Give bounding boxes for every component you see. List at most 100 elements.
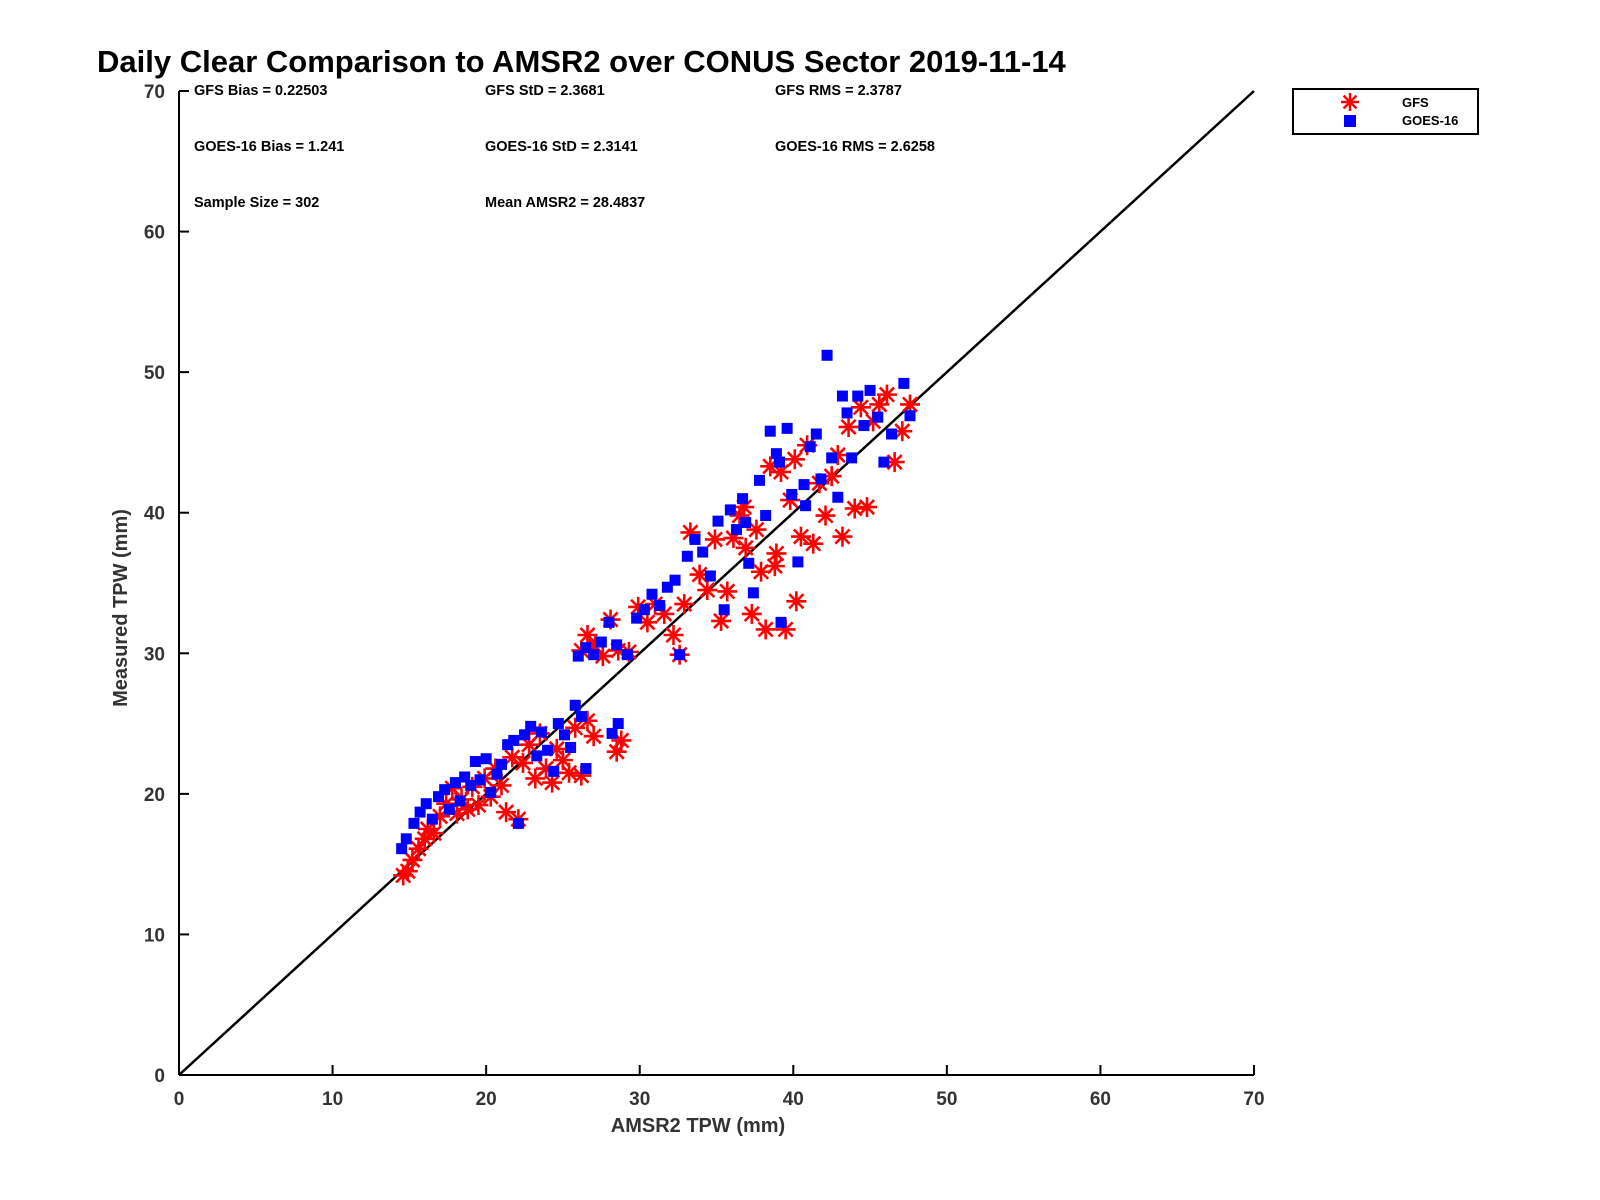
x-tick-label: 70	[1243, 1089, 1264, 1110]
legend-box	[1292, 88, 1479, 135]
y-tick-label: 10	[144, 925, 165, 946]
goes-16-point	[804, 441, 816, 453]
legend-goes-label: GOES-16	[1402, 113, 1458, 128]
goes-16-point	[426, 813, 438, 825]
goes-16-point	[469, 756, 481, 768]
goes-16-point	[491, 768, 503, 780]
goes-16-point	[606, 727, 618, 739]
gfs-point	[803, 533, 824, 554]
goes-16-point	[764, 425, 776, 437]
gfs-point	[876, 384, 897, 405]
goes-16-point	[836, 390, 848, 402]
goes-16-point	[852, 390, 864, 402]
goes-16-point	[841, 407, 853, 419]
goes-16-point	[654, 599, 666, 611]
gfs-point	[402, 849, 423, 870]
gfs-point	[408, 838, 429, 859]
goes-16-point	[773, 456, 785, 468]
goes-16-point	[786, 488, 798, 500]
y-tick-label: 70	[144, 82, 165, 103]
goes-16-point	[480, 753, 492, 765]
x-axis-ticks: 0 10 20 30 40 50 60 70	[174, 1065, 1265, 1110]
goes-16-point	[621, 649, 633, 661]
goes-16-point	[858, 420, 870, 432]
goes-16-point	[770, 448, 782, 460]
goes-16-point	[681, 550, 693, 562]
goes-16-point	[826, 452, 838, 464]
y-axis-label: Measured TPW (mm)	[110, 509, 132, 707]
goes-16-point	[433, 791, 445, 803]
goes-16-point	[612, 718, 624, 730]
goes-16-point	[519, 729, 531, 741]
goes-16-point	[525, 720, 537, 732]
gfs-std-text: GFS StD = 2.3681	[485, 83, 605, 99]
goes-rms-text: GOES-16 RMS = 2.6258	[775, 139, 935, 155]
x-tick-label: 0	[174, 1089, 185, 1110]
x-tick-label: 50	[936, 1089, 957, 1110]
goes-16-point	[661, 581, 673, 593]
goes-16-point	[408, 817, 420, 829]
goes-16-point	[798, 479, 810, 491]
goes-16-point	[674, 649, 686, 661]
sample-size-text: Sample Size = 302	[194, 195, 319, 211]
goes-16-point	[697, 546, 709, 558]
gfs-point	[857, 497, 877, 518]
goes-16-point	[754, 474, 765, 486]
gfs-point	[755, 619, 776, 640]
goes-16-point	[454, 795, 466, 807]
x-tick-label: 30	[629, 1089, 650, 1110]
goes-16-point	[439, 784, 451, 796]
goes-16-point	[724, 504, 736, 516]
legend-gfs-marker	[1341, 93, 1359, 111]
goes-16-point	[595, 636, 607, 648]
goes-16-point	[800, 500, 812, 512]
goes-16-point	[872, 411, 884, 423]
goes-16-point	[898, 377, 910, 389]
gfs-point	[697, 580, 718, 601]
x-tick-label: 10	[322, 1089, 343, 1110]
goes-16-point	[552, 718, 564, 730]
goes-16-point	[689, 533, 701, 545]
x-tick-label: 20	[476, 1089, 497, 1110]
gfs-point	[559, 762, 580, 783]
gfs-point	[784, 449, 805, 470]
goes-16-point	[864, 384, 876, 396]
gfs-point	[735, 537, 756, 558]
gfs-point	[850, 397, 871, 418]
goes-16-point	[449, 777, 461, 789]
goes-16-point	[465, 779, 477, 791]
goes-16-point	[646, 588, 658, 600]
gfs-point	[892, 421, 913, 442]
y-tick-label: 20	[144, 785, 165, 806]
y-tick-label: 50	[144, 363, 165, 384]
goes-16-point	[611, 639, 623, 651]
goes-16-point	[792, 556, 804, 568]
gfs-point	[689, 564, 710, 585]
gfs-point	[786, 591, 807, 612]
y-tick-label: 60	[144, 223, 165, 244]
goes-16-point	[740, 517, 752, 529]
goes-16-point	[531, 750, 543, 762]
gfs-point	[704, 529, 725, 550]
gfs-point	[583, 726, 604, 747]
goes-16-point	[747, 587, 759, 599]
gfs-point	[674, 594, 695, 615]
goes-16-point	[542, 744, 554, 756]
gfs-bias-text: GFS Bias = 0.22503	[194, 83, 327, 99]
x-axis-label: AMSR2 TPW (mm)	[611, 1115, 785, 1137]
goes-16-point	[496, 758, 507, 770]
goes-16-point	[603, 616, 615, 628]
goes-16-point	[414, 806, 426, 818]
goes-16-point	[459, 771, 471, 783]
goes-16-point	[396, 843, 408, 855]
gfs-point	[741, 603, 762, 624]
goes-16-point	[420, 798, 432, 810]
goes-16-point	[443, 803, 455, 815]
y-tick-label: 30	[144, 644, 165, 665]
gfs-point	[468, 795, 489, 816]
goes-16-point	[760, 510, 772, 522]
goes-16-point	[737, 493, 749, 505]
goes-16-point	[565, 741, 577, 753]
gfs-point	[423, 823, 444, 844]
